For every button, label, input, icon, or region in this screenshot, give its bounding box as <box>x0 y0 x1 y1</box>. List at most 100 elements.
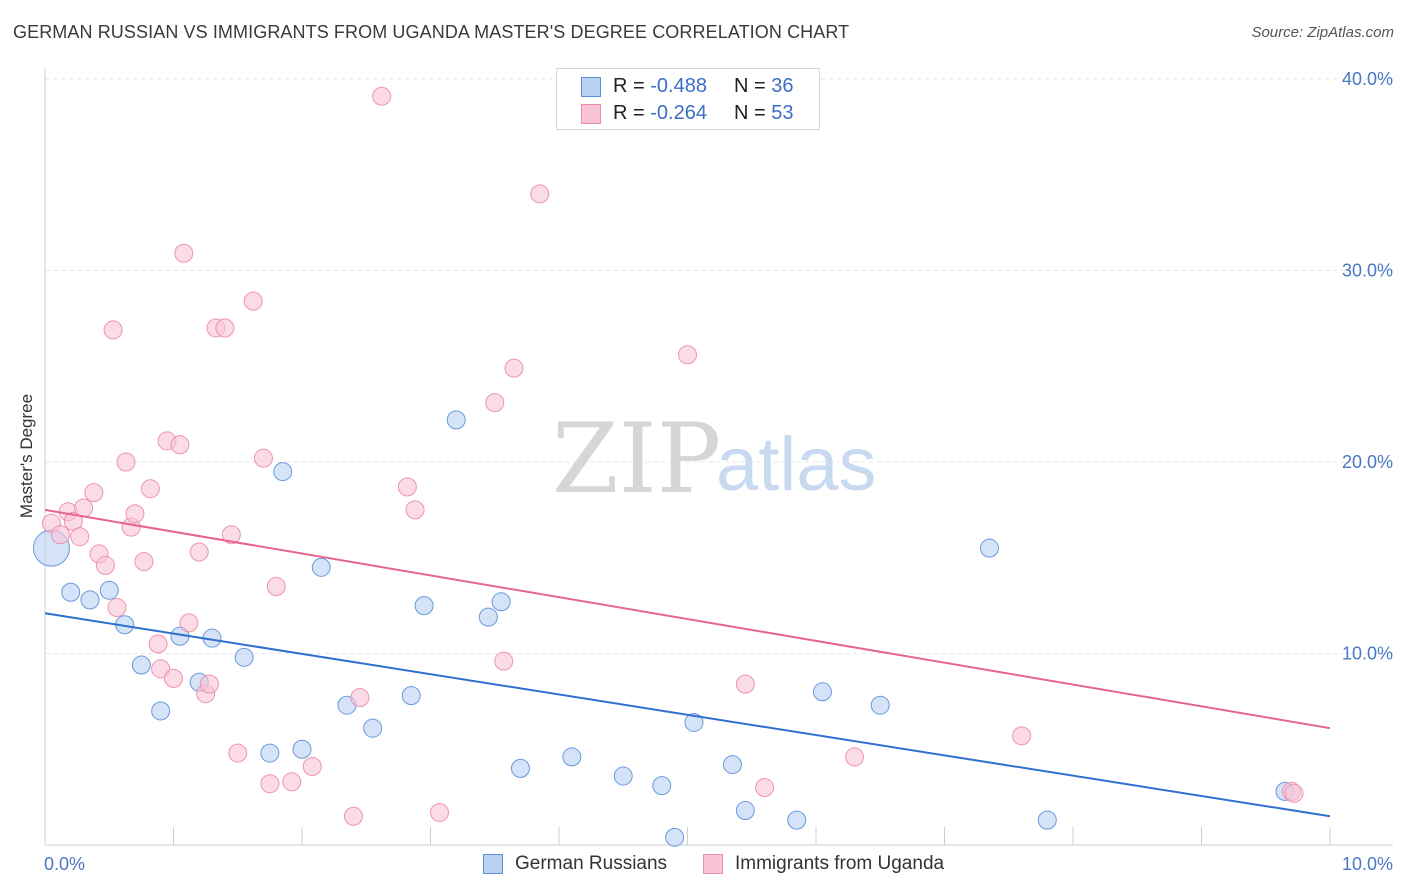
point-uganda-16 <box>148 634 168 654</box>
point-uganda-5 <box>74 498 94 518</box>
point-uganda-17 <box>151 659 171 679</box>
x-tick-labels: 0.0% 10.0% <box>44 854 1393 874</box>
point-uganda-27 <box>215 318 235 338</box>
point-german-russians-22 <box>510 758 530 778</box>
grid-lines <box>45 78 1393 654</box>
point-german-russians-29 <box>735 801 755 821</box>
y-tick-label-10: 10.0% <box>1342 644 1393 664</box>
point-german-russians-14 <box>311 557 331 577</box>
point-uganda-4 <box>70 527 90 547</box>
point-uganda-25 <box>199 674 219 694</box>
y-axis-label: Master's Degree <box>17 394 36 518</box>
point-german-russians-11 <box>260 743 280 763</box>
x-tick-label-min: 0.0% <box>44 854 85 874</box>
point-uganda-23 <box>189 542 209 562</box>
legend-r-value: -0.488 <box>650 75 707 97</box>
point-german-russians-30 <box>787 810 807 830</box>
point-german-russians-12 <box>273 462 293 482</box>
legend-n-value: 36 <box>771 75 794 97</box>
point-german-russians-1 <box>61 582 81 602</box>
point-german-russians-26 <box>665 827 685 847</box>
point-german-russians-23 <box>562 747 582 767</box>
point-german-russians-33 <box>979 538 999 558</box>
data-points <box>32 86 1304 847</box>
point-german-russians-27 <box>684 712 704 732</box>
point-uganda-39 <box>397 477 417 497</box>
point-uganda-35 <box>302 756 322 776</box>
series-swatch-german-russians <box>483 854 503 874</box>
x-tick-label-max: 10.0% <box>1342 854 1393 874</box>
point-uganda-48 <box>755 778 775 798</box>
point-uganda-46 <box>678 345 697 365</box>
point-german-russians-19 <box>446 410 466 430</box>
point-uganda-43 <box>494 651 514 671</box>
trend-line-german-russians <box>44 612 1331 818</box>
point-uganda-11 <box>116 452 136 472</box>
point-uganda-40 <box>405 500 425 520</box>
point-uganda-19 <box>164 668 183 688</box>
series-label-uganda: Immigrants from Uganda <box>735 853 945 874</box>
chart-title: GERMAN RUSSIAN VS IMMIGRANTS FROM UGANDA… <box>13 22 850 42</box>
point-uganda-49 <box>845 747 865 767</box>
point-uganda-45 <box>530 184 550 204</box>
point-uganda-32 <box>260 774 280 794</box>
y-tick-label-40: 40.0% <box>1342 69 1393 89</box>
point-german-russians-24 <box>613 766 633 786</box>
point-uganda-20 <box>170 435 190 455</box>
series-swatch-uganda <box>703 854 723 874</box>
point-german-russians-13 <box>292 739 312 759</box>
point-uganda-41 <box>429 802 449 822</box>
watermark-atlas: atlas <box>716 422 877 507</box>
point-uganda-9 <box>103 320 123 340</box>
point-uganda-30 <box>243 291 263 311</box>
series-label-german-russians: German Russians <box>515 853 668 874</box>
legend-n: N = 36 <box>734 75 794 97</box>
point-german-russians-6 <box>151 701 171 721</box>
point-german-russians-18 <box>414 596 434 616</box>
point-uganda-52 <box>1284 783 1304 803</box>
point-german-russians-5 <box>131 655 151 675</box>
legend-n: N = 53 <box>734 102 794 124</box>
point-german-russians-34 <box>1037 810 1057 830</box>
point-uganda-38 <box>372 86 392 106</box>
point-german-russians-28 <box>722 755 742 775</box>
y-tick-labels: 10.0% 20.0% 30.0% 40.0% <box>1342 69 1393 664</box>
point-uganda-15 <box>140 479 160 499</box>
point-uganda-10 <box>107 598 127 618</box>
series-legend: German Russians Immigrants from Uganda <box>0 852 1406 878</box>
watermark: ZIP atlas <box>552 403 877 515</box>
point-uganda-33 <box>266 576 286 596</box>
y-tick-label-20: 20.0% <box>1342 452 1393 472</box>
legend-n-value: 53 <box>771 102 794 124</box>
point-uganda-44 <box>504 358 524 378</box>
point-german-russians-3 <box>99 580 119 600</box>
point-german-russians-10 <box>234 647 254 667</box>
point-german-russians-21 <box>491 592 511 612</box>
point-uganda-31 <box>253 448 273 468</box>
point-uganda-21 <box>174 243 194 263</box>
point-uganda-1 <box>50 525 70 545</box>
axes <box>44 68 1393 846</box>
point-uganda-13 <box>125 504 145 524</box>
stats-legend: R = -0.488 N = 36 R = -0.264 N = 53 <box>556 68 820 130</box>
legend-r: R = -0.488 <box>613 75 707 97</box>
point-german-russians-32 <box>870 695 890 715</box>
legend-r-value: -0.264 <box>650 102 707 124</box>
point-uganda-6 <box>84 483 104 503</box>
point-uganda-29 <box>228 743 248 763</box>
watermark-zip: ZIP <box>552 403 721 515</box>
point-german-russians-25 <box>652 776 672 796</box>
point-uganda-22 <box>179 613 199 633</box>
point-uganda-36 <box>343 806 363 826</box>
point-uganda-50 <box>1012 726 1032 746</box>
point-uganda-47 <box>735 674 755 694</box>
point-german-russians-20 <box>478 607 498 627</box>
point-uganda-28 <box>221 525 241 545</box>
point-german-russians-2 <box>80 590 100 610</box>
y-tick-label-30: 30.0% <box>1342 261 1393 281</box>
legend-r: R = -0.264 <box>613 102 707 124</box>
point-uganda-14 <box>134 552 154 572</box>
legend-swatch-uganda <box>581 104 601 124</box>
legend-swatch-german-russians <box>581 77 601 97</box>
